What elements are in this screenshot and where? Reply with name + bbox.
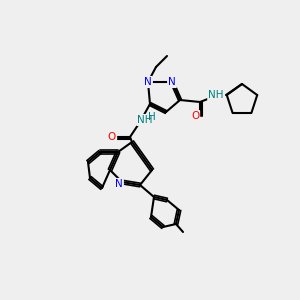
Text: N: N xyxy=(168,77,176,87)
Text: H: H xyxy=(148,112,156,122)
Text: NH: NH xyxy=(137,115,153,125)
Text: O: O xyxy=(191,111,199,121)
Text: N: N xyxy=(115,179,123,189)
Text: N: N xyxy=(144,77,152,87)
Text: O: O xyxy=(108,132,116,142)
Text: NH: NH xyxy=(208,90,224,100)
